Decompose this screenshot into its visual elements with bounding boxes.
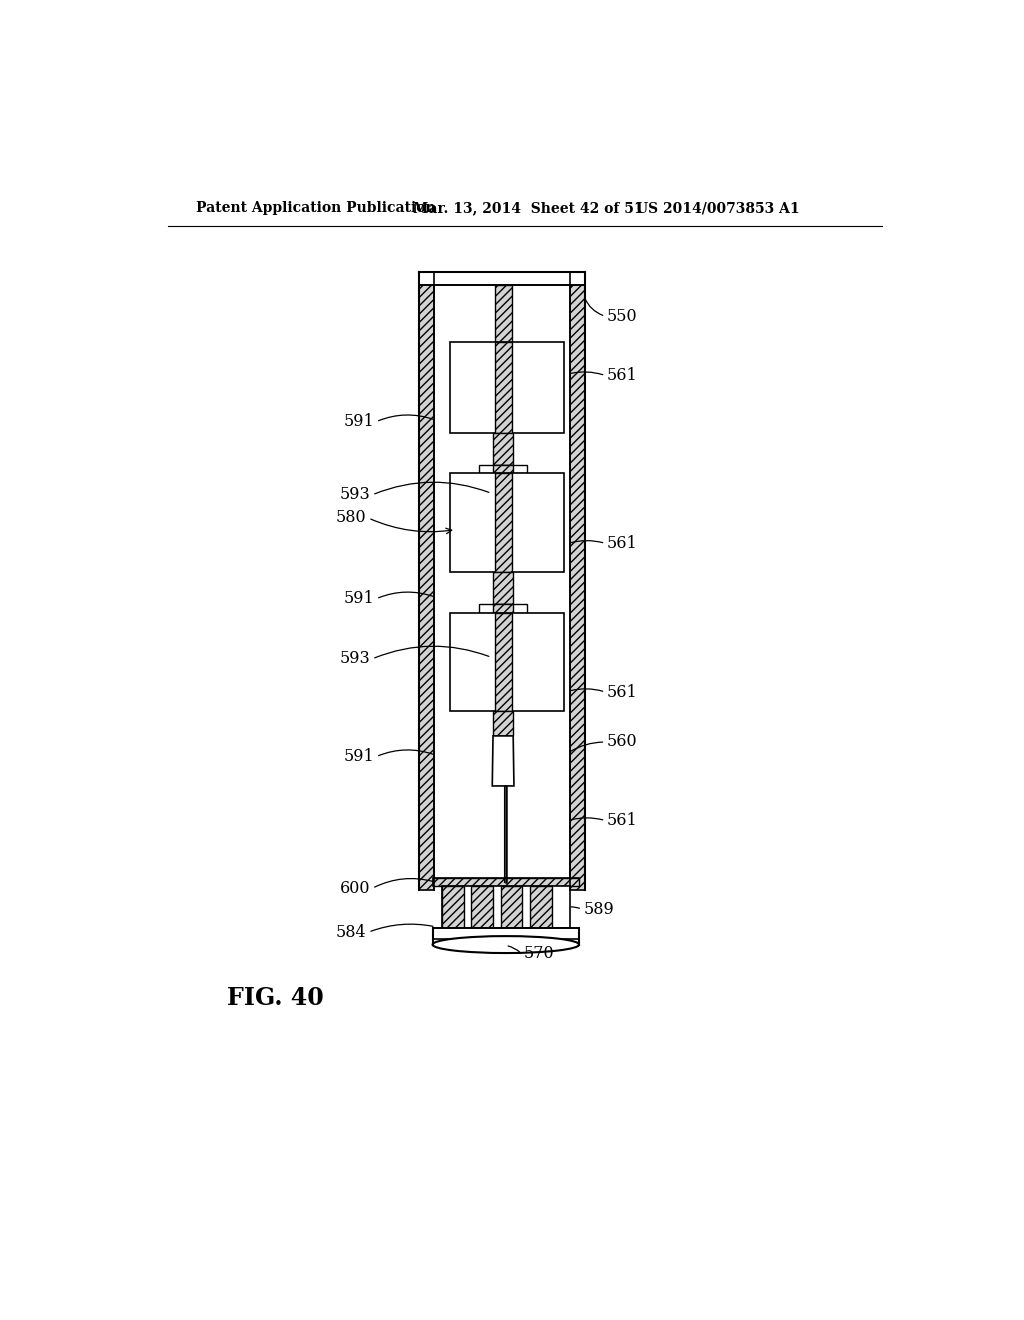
Text: FIG. 40: FIG. 40 [227,986,324,1010]
Bar [493,465,513,474]
Text: 593: 593 [340,486,371,503]
Text: 593: 593 [340,651,371,668]
Bar [495,342,512,433]
Text: 561: 561 [607,367,638,384]
Text: 580: 580 [336,510,367,527]
Text: 584: 584 [336,924,367,941]
Text: 570: 570 [523,945,554,962]
Bar [419,272,586,285]
Bar [501,886,522,928]
Bar [493,711,513,737]
Bar [450,474,564,572]
Text: 550: 550 [607,308,638,325]
Text: 600: 600 [340,880,371,896]
Bar [432,878,579,886]
Bar [450,612,564,711]
Text: US 2014/0073853 A1: US 2014/0073853 A1 [636,202,800,215]
Bar [442,886,569,928]
Text: 591: 591 [344,748,375,766]
Text: 561: 561 [607,684,638,701]
Bar [495,285,512,345]
Text: Mar. 13, 2014  Sheet 42 of 51: Mar. 13, 2014 Sheet 42 of 51 [414,202,644,215]
Bar [479,605,527,612]
Bar [471,886,493,928]
Polygon shape [493,737,514,785]
Bar [450,342,564,433]
Bar [495,474,512,572]
Bar [479,465,527,474]
Text: 560: 560 [607,733,638,750]
Bar [442,886,464,928]
Bar [419,272,434,890]
Bar [569,272,586,890]
Bar [493,605,513,612]
Bar [530,886,552,928]
Text: 561: 561 [607,812,638,829]
Bar [493,433,513,465]
Text: 591: 591 [344,590,375,607]
Bar [432,878,579,886]
Text: 561: 561 [607,535,638,552]
Bar [432,928,579,940]
Ellipse shape [432,936,579,953]
Bar [495,612,512,711]
Bar [493,572,513,605]
Text: 591: 591 [344,413,375,430]
Text: 589: 589 [584,900,614,917]
Text: Patent Application Publication: Patent Application Publication [197,202,436,215]
